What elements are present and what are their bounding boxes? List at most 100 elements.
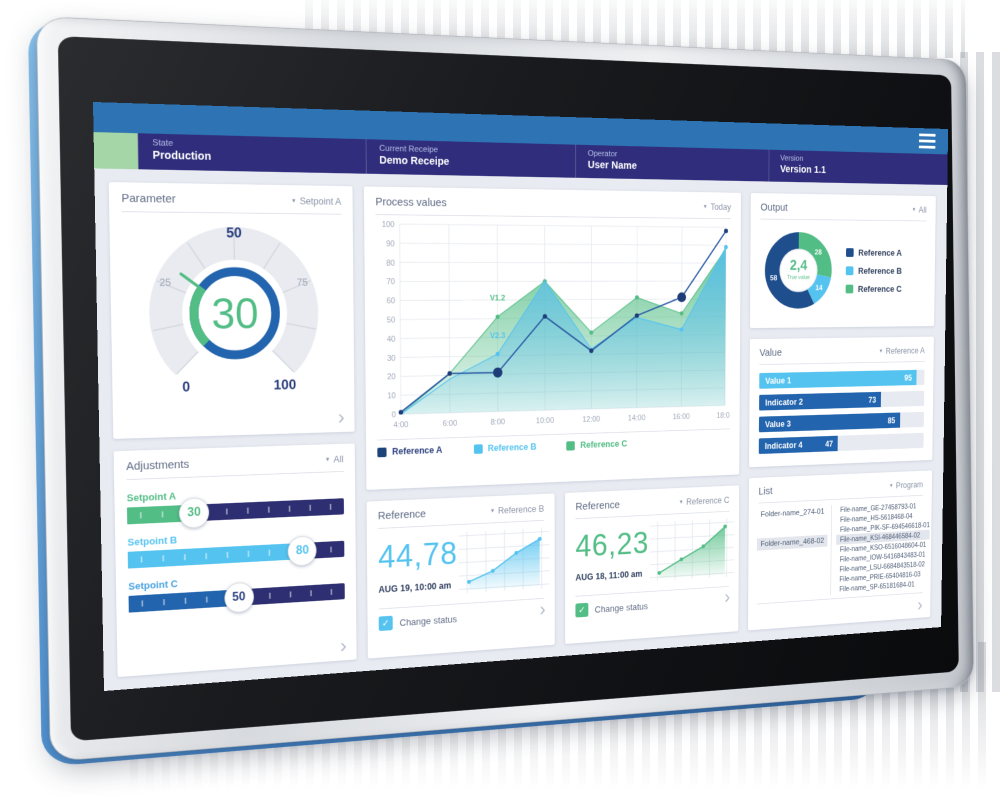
legend-item: Reference B <box>845 265 902 276</box>
legend-item: Reference A <box>377 445 442 457</box>
bar-value: 85 <box>887 415 896 426</box>
gauge-svg: 0 25 50 75 100 30 <box>122 214 343 411</box>
donut-chart: 28 14 58 2,4 True value <box>759 225 839 316</box>
menu-button[interactable] <box>918 133 936 149</box>
value-filter-dropdown[interactable]: ▾ Reference A <box>880 346 925 356</box>
svg-text:14:00: 14:00 <box>628 413 646 422</box>
change-status-checkbox[interactable]: ✓ <box>575 602 589 618</box>
list-filter-dropdown[interactable]: ▾ Program <box>890 480 923 491</box>
svg-text:0: 0 <box>182 380 190 395</box>
svg-text:8:00: 8:00 <box>491 417 505 426</box>
card-title: Adjustments <box>126 457 190 474</box>
slider-setpoint-b: Setpoint B 80 <box>127 526 345 569</box>
filter-value: Program <box>895 479 924 490</box>
folder-item[interactable]: Folder-name_468-02 <box>756 534 828 551</box>
details-chevron[interactable]: › <box>337 405 345 429</box>
svg-text:75: 75 <box>297 277 308 288</box>
gauge: 0 25 50 75 100 30 <box>122 214 343 411</box>
svg-text:14: 14 <box>815 283 822 291</box>
slider-handle[interactable]: 80 <box>287 535 317 567</box>
parameter-card: Parameter ▾ Setpoint A 0 25 50 75 100 30 › <box>108 182 355 439</box>
svg-text:60: 60 <box>387 296 396 305</box>
legend-swatch <box>377 447 387 457</box>
bar-label: Indicator 2 <box>765 396 803 408</box>
dashboard-body: Parameter ▾ Setpoint A 0 25 50 75 100 30 › Ad… <box>94 168 947 691</box>
change-status-checkbox[interactable]: ✓ <box>378 615 393 632</box>
bar-track: Value 1 95 <box>759 369 925 389</box>
slider-setpoint-a: Setpoint A 30 <box>127 484 344 529</box>
donut-legend: Reference A Reference B Reference C <box>845 226 902 315</box>
legend-item: Reference C <box>845 284 902 294</box>
card-title: List <box>758 485 773 498</box>
svg-text:50: 50 <box>387 315 396 324</box>
slider-handle[interactable]: 30 <box>178 497 210 529</box>
sparkline-svg <box>649 515 736 584</box>
svg-text:2,4: 2,4 <box>790 257 808 273</box>
details-chevron[interactable]: › <box>339 634 347 658</box>
slider-handle[interactable]: 50 <box>223 581 254 614</box>
process-filter-dropdown[interactable]: ▾ Today <box>704 202 731 212</box>
chevron-down-icon: ▾ <box>703 202 707 210</box>
reference1-filter-dropdown[interactable]: ▾ Reference B <box>491 503 544 515</box>
bar-label: Value 1 <box>765 375 792 386</box>
legend-swatch <box>845 266 854 275</box>
svg-text:90: 90 <box>386 239 395 248</box>
svg-text:10:00: 10:00 <box>536 416 554 425</box>
chart-annotation: V2.3 <box>490 331 505 340</box>
filter-value: Setpoint A <box>299 195 342 207</box>
legend-label: Reference A <box>392 444 443 457</box>
folder-item[interactable]: Folder-name_274-01 <box>760 507 825 519</box>
filter-value: Today <box>710 201 732 212</box>
nav-section-version: Version Version 1.1 <box>768 149 948 186</box>
bar-value: 47 <box>825 438 834 449</box>
output-filter-dropdown[interactable]: ▾ All <box>913 204 927 215</box>
chevron-down-icon: ▾ <box>889 481 893 489</box>
bar-fill: Indicator 4 47 <box>758 435 838 455</box>
series-reference-b <box>400 243 728 414</box>
nav-value: Version 1.1 <box>780 163 827 176</box>
legend-label: Reference A <box>858 247 902 258</box>
svg-text:30: 30 <box>387 353 396 362</box>
filter-value: All <box>333 453 344 465</box>
legend-swatch <box>566 440 576 451</box>
reference-card-2: Reference ▾ Reference C 46,23 AUG 18, 11… <box>565 485 740 644</box>
checkbox-label: Change status <box>594 600 648 615</box>
card-title: Reference <box>575 498 620 513</box>
legend-label: Reference C <box>580 438 628 451</box>
process-chart: 0 10 20 30 40 50 60 70 80 90 100 4:00 6:00 8:00 10:00 1… <box>376 218 731 434</box>
folder-list: Folder-name_274-01 Folder-name_468-02 <box>756 505 832 599</box>
status-color-block <box>93 132 139 170</box>
filter-value: All <box>918 204 927 215</box>
value-card: Value ▾ Reference A Value 1 95 Indicator … <box>749 336 934 468</box>
card-title: Parameter <box>121 191 176 206</box>
chevron-down-icon: ▾ <box>879 347 883 354</box>
adjustments-filter-dropdown[interactable]: ▾ All <box>326 454 344 465</box>
legend-swatch <box>845 247 854 257</box>
reference2-filter-dropdown[interactable]: ▾ Reference C <box>680 495 730 507</box>
bar-label: Indicator 4 <box>764 439 803 451</box>
card-title: Process values <box>375 195 447 210</box>
filter-value: Reference C <box>686 494 730 507</box>
filter-value: Reference A <box>885 345 925 356</box>
details-chevron[interactable]: › <box>539 597 546 620</box>
list-card: List ▾ Program Folder-name_274-01 Folder-… <box>747 470 933 631</box>
bar-track: Value 3 85 <box>758 411 924 433</box>
reference-timestamp: AUG 19, 10:00 am <box>378 580 452 595</box>
hmi-screen: State Production Current Receipe Demo Re… <box>93 102 949 692</box>
details-chevron[interactable]: › <box>917 594 923 615</box>
svg-text:100: 100 <box>382 220 395 229</box>
chevron-down-icon: ▾ <box>292 196 296 205</box>
legend-label: Reference B <box>487 441 537 454</box>
svg-text:70: 70 <box>386 277 395 286</box>
bar-value: 95 <box>904 372 912 383</box>
chevron-down-icon: ▾ <box>325 455 330 463</box>
svg-text:18:00: 18:00 <box>717 411 731 420</box>
chart-legend: Reference A Reference B Reference C <box>377 428 730 458</box>
details-chevron[interactable]: › <box>724 585 731 608</box>
bar-track: Indicator 2 73 <box>759 390 925 411</box>
parameter-filter-dropdown[interactable]: ▾ Setpoint A <box>292 195 342 207</box>
sparkline-svg <box>457 525 550 597</box>
slider-value: 50 <box>232 590 246 604</box>
nav-section-state: State Production <box>137 133 366 174</box>
